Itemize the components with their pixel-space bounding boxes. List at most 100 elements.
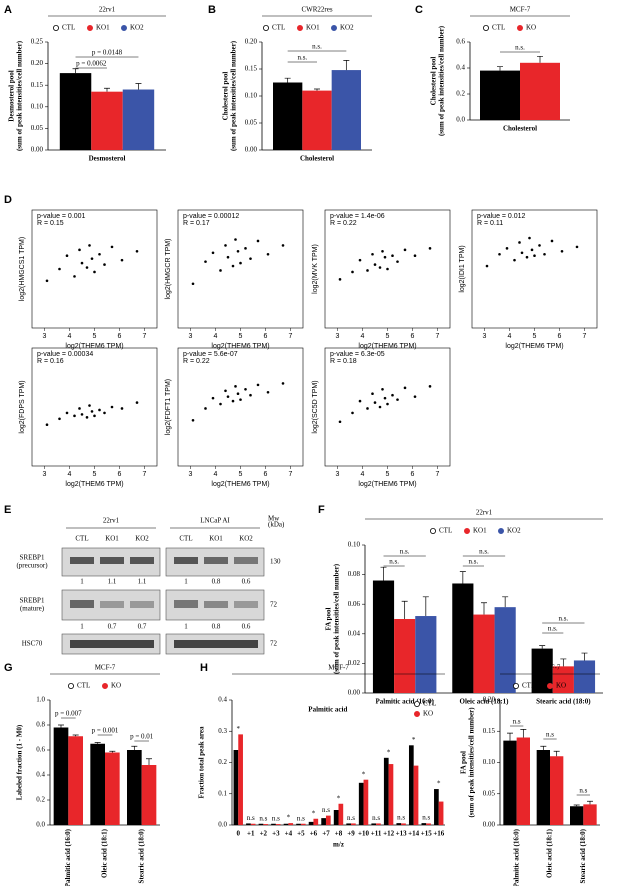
annotation: n.s (579, 787, 587, 795)
quantification: 1 (80, 623, 84, 631)
legend-label: KO (111, 682, 121, 690)
error-bar (540, 745, 547, 750)
bar (396, 823, 402, 825)
x-axis-label: log2(THEM6 TPM) (505, 343, 563, 350)
legend-label: KO (526, 24, 536, 32)
error-bar (587, 800, 593, 805)
x-tick-label: 3 (189, 333, 193, 340)
y-tick-label: 0.00 (483, 821, 496, 829)
point (396, 398, 399, 401)
x-tick-label: 3 (43, 471, 47, 478)
bar (494, 607, 516, 693)
x-tick-label: 4 (214, 333, 218, 340)
y-tick-label: 0.04 (348, 629, 361, 637)
plot-frame (324, 347, 451, 467)
annotation: p = 0.001 (92, 727, 119, 735)
quantification: 1.1 (138, 578, 147, 586)
point-label: * (312, 809, 316, 817)
bar (302, 90, 332, 150)
point (219, 402, 222, 406)
legend-label: KO2 (130, 24, 144, 32)
point (236, 250, 240, 253)
bar (105, 752, 120, 825)
point (513, 258, 516, 262)
point (403, 386, 407, 390)
legend-marker (87, 24, 94, 31)
point-label: n.s (272, 814, 280, 822)
bar (520, 62, 560, 120)
bar (550, 756, 564, 825)
y-tick-label: 0.0 (218, 821, 227, 829)
x-tick-label: +5 (297, 830, 305, 838)
x-axis-label: m/z (333, 841, 344, 849)
point-label: * (287, 814, 291, 822)
point (371, 392, 374, 396)
point (234, 385, 237, 388)
point (80, 413, 84, 416)
annotation: p-value = 0.012 (477, 213, 526, 220)
point (428, 385, 432, 388)
annotation: n.s (546, 731, 554, 739)
x-tick-label: 3 (336, 471, 340, 478)
annotation: p-value = 0.00034 (37, 351, 93, 358)
blot-bands (61, 547, 265, 655)
y-tick-label: 0.15 (31, 81, 44, 89)
bar (401, 823, 406, 825)
chart-title: MCF-7 (95, 664, 116, 672)
bar-chart: CWR22res CTL KO1 KO2 0.00 0.05 0.10 0.15 0.20 Cho… (222, 6, 372, 163)
point (45, 423, 49, 427)
x-tick-label: Oleic acid (18:1) (101, 828, 109, 878)
point (249, 393, 252, 397)
point-label: * (387, 748, 391, 756)
point-label: n.s (347, 814, 355, 822)
plot-frame (31, 347, 158, 467)
point (191, 418, 195, 422)
point (224, 244, 227, 247)
x-tick-label: +4 (285, 830, 293, 838)
error-bar (581, 652, 588, 661)
point-label: n.s (322, 806, 330, 814)
bar (552, 666, 574, 693)
point (85, 416, 89, 419)
point (78, 407, 81, 410)
bar (258, 823, 264, 825)
point (281, 244, 285, 247)
plot-frame (471, 209, 598, 329)
scatter-chart: 3 4 5 6 7 log2(THEM6 TPM) log2(MVK TPM) p-value… (312, 209, 451, 350)
x-tick-label: 6 (264, 333, 268, 340)
point (249, 257, 252, 260)
mw-value: 72 (270, 601, 278, 609)
y-axis-label: Cholesterol pool (430, 57, 438, 106)
bar (333, 810, 339, 825)
quantification: 1 (184, 623, 188, 631)
x-tick-label: +3 (272, 830, 280, 838)
y-axis-label: (sum of peak intensities/cell number) (230, 40, 238, 151)
y-tick-label: 0.2 (36, 796, 45, 804)
x-tick-label: +11 (371, 830, 382, 838)
y-axis-label: Fraction total peak area (198, 726, 206, 798)
x-tick-label: +6 (310, 830, 318, 838)
error-bar (507, 732, 513, 741)
point (386, 402, 389, 406)
quantification: 0.7 (108, 623, 117, 631)
x-tick-label: 3 (336, 333, 340, 340)
y-axis-label: Cholesterol pool (222, 72, 230, 121)
annotation: p = 0.0062 (76, 60, 107, 68)
x-tick-label: 7 (436, 333, 440, 340)
point-label: * (437, 780, 441, 788)
x-tick-label: Cholesterol (300, 155, 334, 163)
error-bar (520, 729, 527, 738)
chart-subtitle: Palmitic acid (308, 706, 347, 714)
bar (413, 765, 419, 825)
x-tick-label: Palmitic acid (16:0) (64, 828, 72, 886)
legend-marker (482, 24, 489, 31)
x-tick-label: Palmitic acid (16:0) (512, 828, 520, 886)
point-label: n.s (372, 814, 380, 822)
x-tick-label: 6 (264, 471, 268, 478)
point (351, 411, 354, 415)
legend-marker (513, 683, 520, 690)
bar (233, 750, 239, 825)
point (391, 254, 394, 258)
point (428, 247, 432, 250)
point-label: n.s (259, 814, 267, 822)
